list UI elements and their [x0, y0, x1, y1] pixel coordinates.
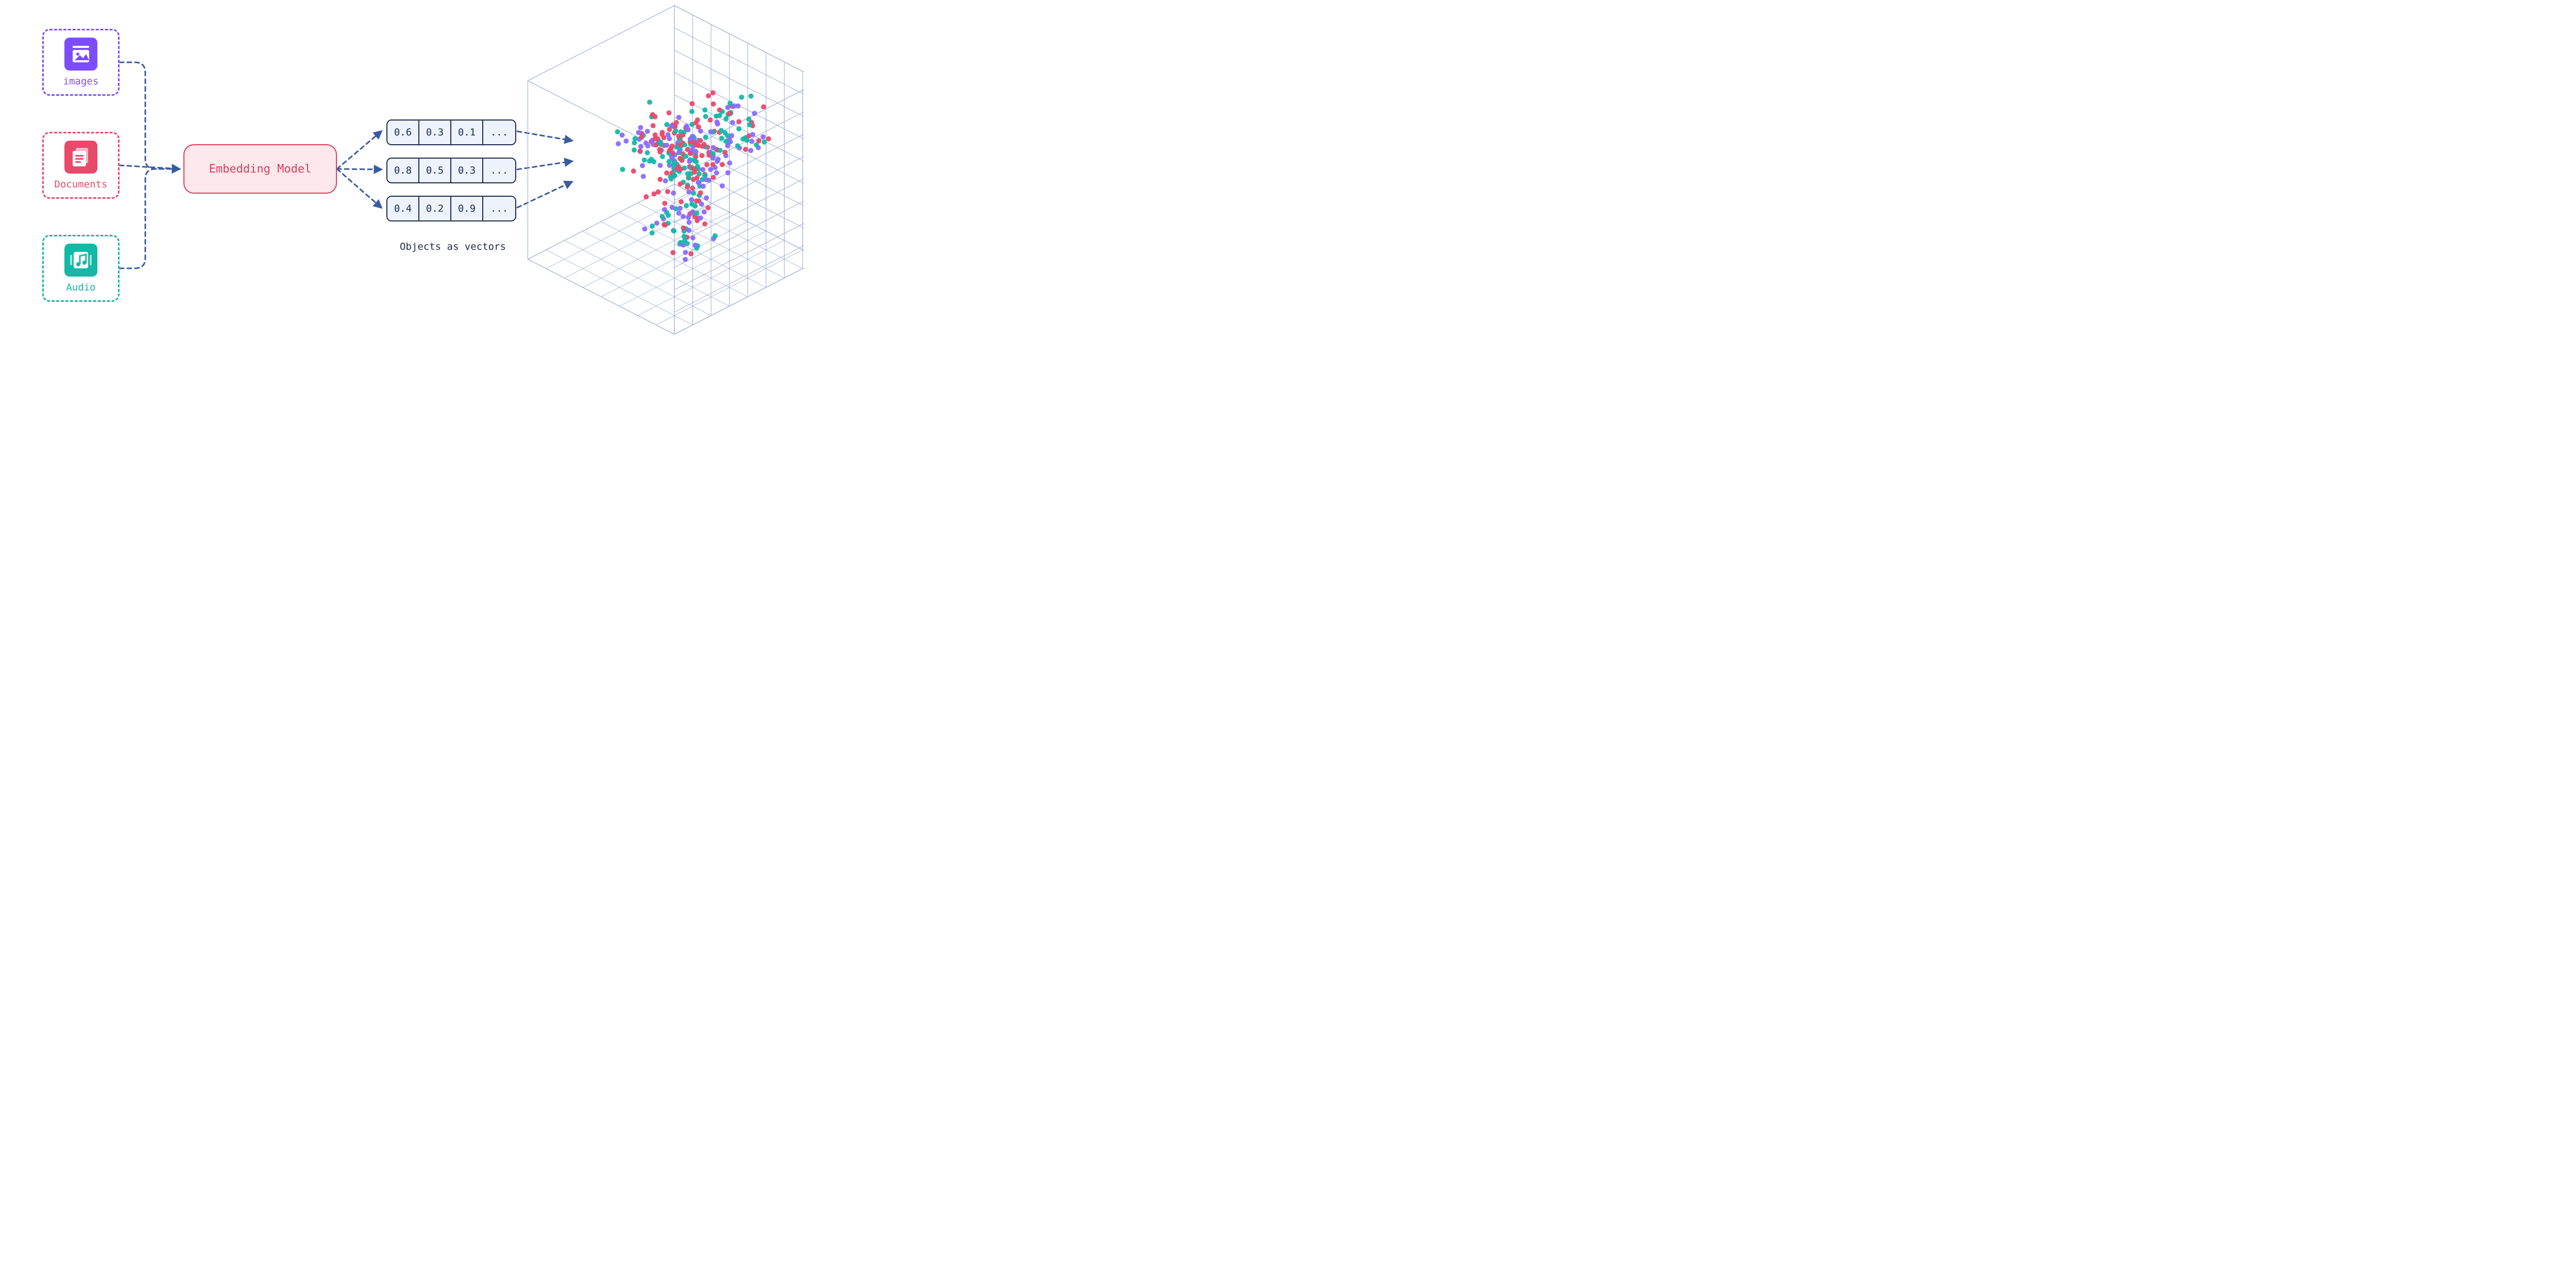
vector-cell: 0.5: [419, 159, 451, 182]
embedding-model-box: Embedding Model: [183, 144, 337, 194]
audio-icon: [64, 244, 97, 277]
vector-cell: 0.3: [451, 159, 483, 182]
vector-row-2: 0.40.20.9...: [386, 196, 516, 221]
vector-cell: 0.8: [387, 159, 419, 182]
vector-cell: 0.2: [419, 197, 451, 220]
input-images-box: images: [42, 29, 120, 96]
input-images-label: images: [63, 76, 99, 87]
connector-layer: [0, 0, 804, 367]
vector-cell: 0.3: [419, 121, 451, 144]
vector-cell: 0.9: [451, 197, 483, 220]
document-icon: [64, 141, 97, 174]
vectors-caption: Objects as vectors: [400, 241, 506, 252]
vector-cell: 0.4: [387, 197, 419, 220]
input-audio-box: Audio: [42, 235, 120, 302]
vector-cell: ...: [483, 197, 515, 220]
diagram-stage: images Documents Audio Embedding Model 0…: [0, 0, 804, 367]
input-documents-label: Documents: [55, 179, 108, 190]
vector-cell: 0.6: [387, 121, 419, 144]
vector-cell: 0.1: [451, 121, 483, 144]
input-audio-label: Audio: [66, 282, 95, 293]
embedding-model-label: Embedding Model: [209, 163, 312, 176]
vector-cell: ...: [483, 121, 515, 144]
image-icon: [64, 38, 97, 71]
vector-cell: ...: [483, 159, 515, 182]
vector-row-0: 0.60.30.1...: [386, 119, 516, 145]
vector-row-1: 0.80.50.3...: [386, 158, 516, 183]
input-documents-box: Documents: [42, 132, 120, 199]
